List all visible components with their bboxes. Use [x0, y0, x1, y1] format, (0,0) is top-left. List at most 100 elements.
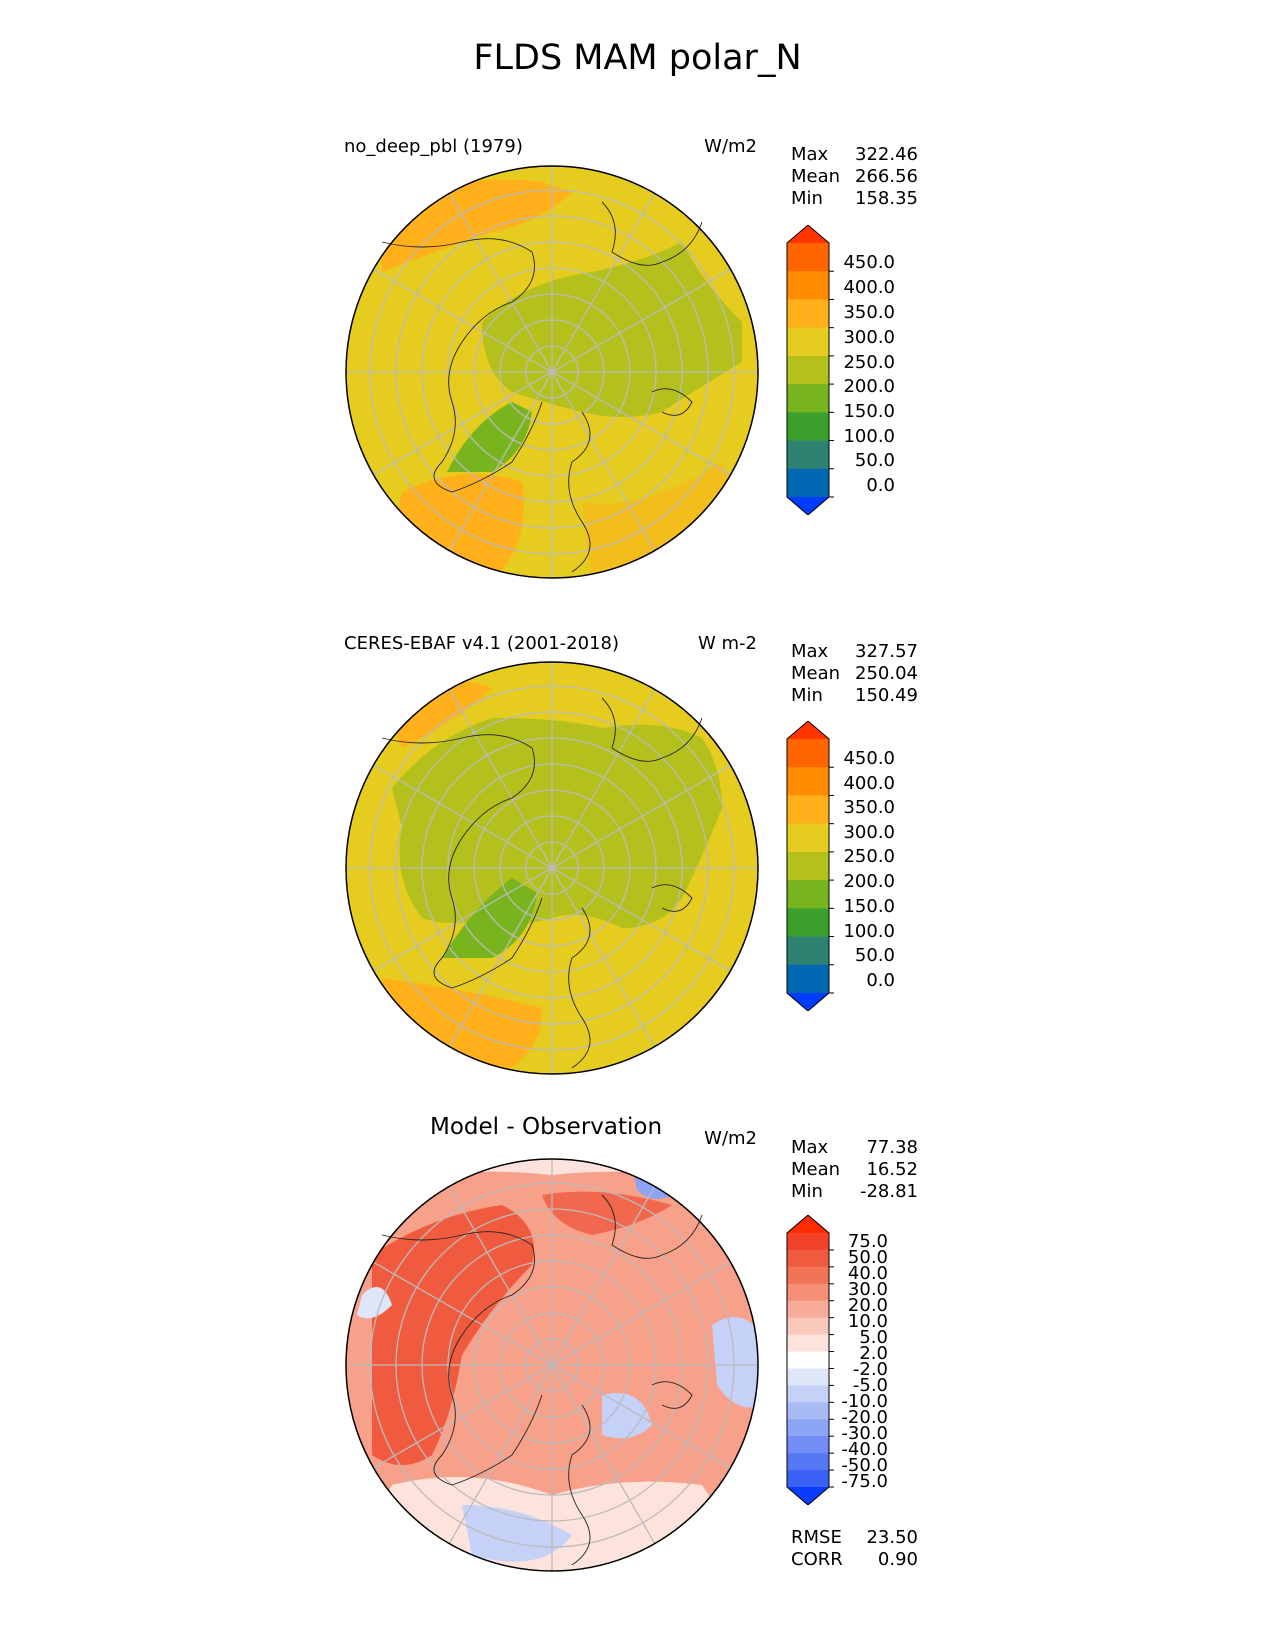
cbar-tick-label: 400.0 — [843, 277, 895, 298]
cbar-tick-label: 450.0 — [843, 252, 895, 273]
colorbar-swatch — [787, 384, 829, 413]
figure-title: FLDS MAM polar_N — [473, 38, 802, 78]
stat-value: 327.57 — [855, 641, 918, 662]
stat-value: 266.56 — [855, 166, 918, 187]
cbar-tick-label: 10.0 — [847, 1311, 888, 1332]
colorbar-swatch — [787, 299, 829, 329]
colorbar-swatch — [787, 412, 829, 442]
cbar-tick-label: 50.0 — [854, 450, 895, 471]
panel2-colorbar — [786, 721, 834, 1011]
cbar-tick-label: -40.0 — [841, 1439, 888, 1460]
cbar-tick-label: -20.0 — [841, 1407, 888, 1428]
negative-region — [602, 1393, 652, 1439]
panel3-title: Model - Observation — [430, 1114, 663, 1140]
colorbar-swatch — [787, 1300, 829, 1319]
panel1-title: no_deep_pbl (1979) — [344, 136, 523, 157]
colorbar-swatch — [787, 739, 829, 768]
stat-value: 322.46 — [855, 144, 918, 165]
cbar-tick-label: -50.0 — [841, 1455, 888, 1476]
stat-value: 158.35 — [855, 188, 918, 209]
panel2-stats: Max 327.57 Mean 250.04 Min 150.49 — [791, 641, 918, 707]
cbar-tick-label: 400.0 — [843, 773, 895, 794]
colorbar-extend-min — [787, 1487, 829, 1505]
mid-region — [482, 242, 742, 417]
stat-label: Min — [791, 685, 823, 706]
negative-region — [357, 1287, 392, 1319]
colorbar-swatch — [787, 468, 829, 498]
colorbar-swatch — [787, 1470, 829, 1488]
cbar-tick-label: 0.0 — [866, 475, 895, 496]
panel2-title: CERES-EBAF v4.1 (2001-2018) — [344, 633, 620, 654]
map-border — [345, 1158, 759, 1572]
map-border — [345, 165, 759, 579]
colorbar-extend-min — [787, 497, 829, 515]
stat-value: 0.90 — [877, 1549, 918, 1570]
colorbar-swatch — [787, 1266, 829, 1285]
panel1-stats: Max 322.46 Mean 266.56 Min 158.35 — [791, 144, 918, 210]
colorbar-swatch — [787, 327, 829, 357]
colorbar-swatch — [787, 1334, 829, 1353]
cool-region — [442, 878, 537, 958]
cbar-tick-label: 75.0 — [847, 1231, 888, 1252]
colorbar-swatch — [787, 908, 829, 938]
panel2-units: W m-2 — [697, 633, 757, 654]
colorbar-swatch — [787, 1436, 829, 1454]
stat-value: 150.49 — [855, 685, 918, 706]
colorbar-swatch — [787, 440, 829, 470]
colorbar-swatch — [787, 964, 829, 994]
error-stats: RMSE 23.50 CORR 0.90 — [791, 1527, 918, 1571]
panel1-colorbar — [786, 225, 834, 515]
cbar-tick-label: 200.0 — [843, 871, 895, 892]
colorbar-swatch — [787, 851, 829, 881]
colorbar-swatch — [787, 1419, 829, 1437]
stat-label: Mean — [791, 166, 841, 187]
stat-value: 250.04 — [855, 663, 918, 684]
cbar-tick-label: 50.0 — [847, 1247, 888, 1268]
colorbar-swatch — [787, 1249, 829, 1268]
colorbar-swatch — [787, 823, 829, 853]
cbar-tick-label: -10.0 — [841, 1391, 888, 1412]
graticule — [346, 662, 758, 1074]
mid-region — [392, 718, 722, 928]
colorbar-extend-max — [787, 225, 829, 243]
negative-region — [712, 1317, 758, 1408]
stat-label: CORR — [791, 1549, 843, 1570]
cbar-tick-label: 300.0 — [843, 327, 895, 348]
negative-region — [462, 1505, 572, 1562]
colorbar-swatch — [787, 936, 829, 966]
stat-value: 16.52 — [866, 1159, 918, 1180]
cbar-tick-label: -75.0 — [841, 1471, 888, 1492]
colorbar-swatch — [787, 767, 829, 796]
colorbar-swatch — [787, 1351, 829, 1369]
coastlines — [381, 697, 703, 1069]
stat-label: Max — [791, 144, 829, 165]
cbar-tick-label: 100.0 — [843, 921, 895, 942]
panel1-units: W/m2 — [704, 136, 757, 157]
cbar-tick-label: 350.0 — [843, 302, 895, 323]
cbar-tick-label: 0.0 — [866, 970, 895, 991]
cbar-tick-label: 2.0 — [859, 1343, 888, 1364]
panel3-colorbar — [786, 1215, 834, 1505]
panel1-polar-map — [345, 165, 759, 579]
panel3-units: W/m2 — [704, 1128, 757, 1149]
colorbar-swatch — [787, 880, 829, 909]
cbar-tick-label: 20.0 — [847, 1295, 888, 1316]
colorbar-swatch — [787, 1233, 829, 1251]
cbar-tick-label: 450.0 — [843, 748, 895, 769]
colorbar-extend-min — [787, 993, 829, 1011]
graticule — [346, 166, 758, 578]
cbar-tick-label: 40.0 — [847, 1263, 888, 1284]
stat-label: Min — [791, 188, 823, 209]
colorbar-swatch — [787, 1385, 829, 1403]
cbar-tick-label: -5.0 — [852, 1375, 888, 1396]
panel3-polar-map — [345, 1158, 759, 1572]
colorbar-swatch — [787, 795, 829, 825]
colorbar-extend-max — [787, 1215, 829, 1233]
stat-value: 23.50 — [866, 1527, 918, 1548]
cbar-tick-label: 5.0 — [859, 1327, 888, 1348]
stat-value: -28.81 — [859, 1181, 918, 1202]
cbar-tick-label: 150.0 — [843, 401, 895, 422]
stat-label: Max — [791, 641, 829, 662]
colorbar-swatch — [787, 271, 829, 300]
stat-value: 77.38 — [866, 1137, 918, 1158]
